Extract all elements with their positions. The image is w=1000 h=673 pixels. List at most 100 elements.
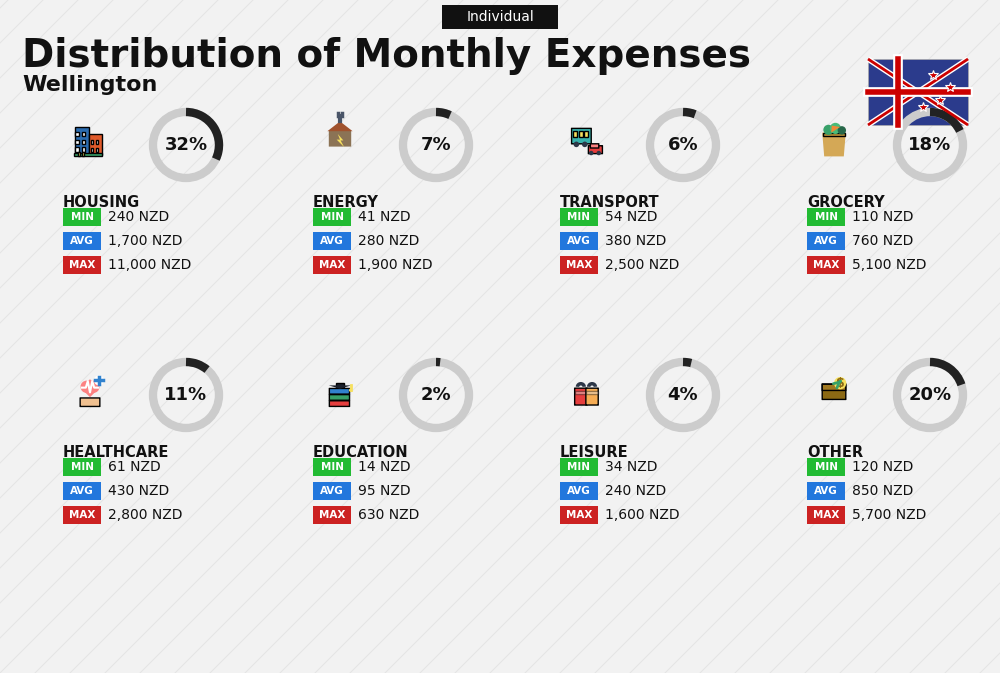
FancyBboxPatch shape <box>575 391 587 394</box>
Circle shape <box>574 141 579 147</box>
FancyBboxPatch shape <box>89 134 102 155</box>
Polygon shape <box>822 133 846 156</box>
Text: 280 NZD: 280 NZD <box>358 234 419 248</box>
FancyBboxPatch shape <box>560 482 598 500</box>
Text: 41 NZD: 41 NZD <box>358 210 411 224</box>
FancyBboxPatch shape <box>442 5 558 29</box>
Text: GROCERY: GROCERY <box>807 195 885 210</box>
Circle shape <box>349 388 352 392</box>
FancyBboxPatch shape <box>823 133 845 136</box>
Text: AVG: AVG <box>70 236 94 246</box>
FancyBboxPatch shape <box>560 458 598 476</box>
Text: $: $ <box>836 377 845 390</box>
Text: OTHER: OTHER <box>807 445 863 460</box>
Text: 5,700 NZD: 5,700 NZD <box>852 508 926 522</box>
FancyBboxPatch shape <box>586 388 598 405</box>
FancyBboxPatch shape <box>807 232 845 250</box>
Text: 850 NZD: 850 NZD <box>852 484 913 498</box>
FancyBboxPatch shape <box>63 458 101 476</box>
Circle shape <box>597 151 601 155</box>
Text: MIN: MIN <box>320 462 344 472</box>
Text: AVG: AVG <box>567 486 591 496</box>
Text: Distribution of Monthly Expenses: Distribution of Monthly Expenses <box>22 37 751 75</box>
FancyBboxPatch shape <box>82 152 84 155</box>
FancyBboxPatch shape <box>560 208 598 226</box>
Text: AVG: AVG <box>320 236 344 246</box>
FancyBboxPatch shape <box>63 482 101 500</box>
Text: TRANSPORT: TRANSPORT <box>560 195 660 210</box>
FancyBboxPatch shape <box>63 232 101 250</box>
Text: MAX: MAX <box>69 510 95 520</box>
Polygon shape <box>337 134 344 147</box>
Text: 110 NZD: 110 NZD <box>852 210 914 224</box>
FancyBboxPatch shape <box>313 458 351 476</box>
FancyBboxPatch shape <box>579 131 583 137</box>
Text: 11,000 NZD: 11,000 NZD <box>108 258 191 272</box>
Text: MAX: MAX <box>319 260 345 270</box>
Text: AVG: AVG <box>320 486 344 496</box>
Text: MIN: MIN <box>814 462 838 472</box>
FancyBboxPatch shape <box>586 391 598 394</box>
Text: 14 NZD: 14 NZD <box>358 460 411 474</box>
FancyBboxPatch shape <box>78 152 80 155</box>
Polygon shape <box>329 122 351 147</box>
Text: Wellington: Wellington <box>22 75 157 95</box>
Text: 120 NZD: 120 NZD <box>852 460 913 474</box>
Text: 7%: 7% <box>421 136 451 154</box>
FancyBboxPatch shape <box>822 384 846 400</box>
FancyBboxPatch shape <box>313 506 351 524</box>
FancyBboxPatch shape <box>584 131 588 137</box>
Text: 240 NZD: 240 NZD <box>108 210 169 224</box>
Text: MIN: MIN <box>70 212 94 222</box>
FancyBboxPatch shape <box>822 384 846 390</box>
FancyBboxPatch shape <box>573 131 577 137</box>
Text: AVG: AVG <box>814 236 838 246</box>
FancyBboxPatch shape <box>313 208 351 226</box>
FancyBboxPatch shape <box>590 144 599 148</box>
Text: 4%: 4% <box>668 386 698 404</box>
Circle shape <box>834 377 846 389</box>
FancyBboxPatch shape <box>868 59 968 125</box>
Text: MIN: MIN <box>320 212 344 222</box>
FancyBboxPatch shape <box>560 232 598 250</box>
Text: MAX: MAX <box>566 510 592 520</box>
Text: MAX: MAX <box>813 260 839 270</box>
FancyBboxPatch shape <box>75 139 79 144</box>
FancyBboxPatch shape <box>75 127 89 155</box>
FancyBboxPatch shape <box>560 506 598 524</box>
Text: LEISURE: LEISURE <box>560 445 629 460</box>
Polygon shape <box>327 121 353 131</box>
FancyBboxPatch shape <box>807 458 845 476</box>
Text: EDUCATION: EDUCATION <box>313 445 409 460</box>
FancyBboxPatch shape <box>91 147 93 151</box>
Text: HEALTHCARE: HEALTHCARE <box>63 445 169 460</box>
Text: MAX: MAX <box>566 260 592 270</box>
Text: 54 NZD: 54 NZD <box>605 210 658 224</box>
Text: Individual: Individual <box>466 10 534 24</box>
FancyBboxPatch shape <box>329 394 350 400</box>
Text: 240 NZD: 240 NZD <box>605 484 666 498</box>
Text: MIN: MIN <box>70 462 94 472</box>
Circle shape <box>582 141 588 147</box>
FancyBboxPatch shape <box>80 398 100 406</box>
FancyBboxPatch shape <box>575 388 587 405</box>
Circle shape <box>94 376 104 386</box>
Circle shape <box>87 381 100 393</box>
FancyBboxPatch shape <box>82 147 85 151</box>
Text: 20%: 20% <box>908 386 952 404</box>
FancyBboxPatch shape <box>82 139 85 144</box>
FancyBboxPatch shape <box>74 153 102 155</box>
Text: AVG: AVG <box>814 486 838 496</box>
Text: AVG: AVG <box>567 236 591 246</box>
Text: 6%: 6% <box>668 136 698 154</box>
Text: ENERGY: ENERGY <box>313 195 379 210</box>
Text: HOUSING: HOUSING <box>63 195 140 210</box>
Circle shape <box>823 125 833 135</box>
FancyBboxPatch shape <box>313 256 351 274</box>
Circle shape <box>838 126 846 135</box>
FancyBboxPatch shape <box>313 232 351 250</box>
FancyBboxPatch shape <box>63 506 101 524</box>
FancyBboxPatch shape <box>807 506 845 524</box>
FancyBboxPatch shape <box>63 208 101 226</box>
FancyBboxPatch shape <box>588 146 602 153</box>
